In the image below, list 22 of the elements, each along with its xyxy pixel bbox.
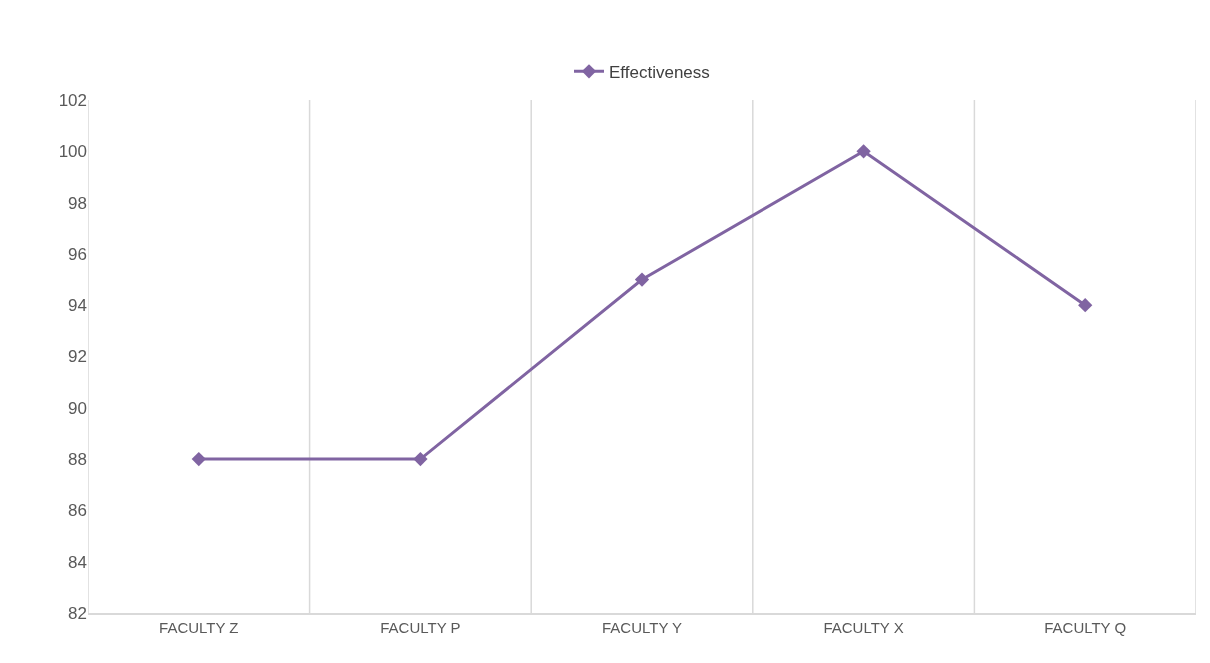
x-tick-label: FACULTY Z xyxy=(159,618,239,636)
point xyxy=(856,144,871,159)
y-tick-label: 94 xyxy=(68,296,87,316)
x-tick-label: FACULTY P xyxy=(380,618,461,636)
y-tick-label: 102 xyxy=(58,90,87,110)
x-tick-label: FACULTY X xyxy=(823,618,904,636)
y-tick-label: 90 xyxy=(68,398,87,418)
point xyxy=(191,451,206,467)
legend-label: Effectiveness xyxy=(609,62,710,82)
x-tick-label: FACULTY Y xyxy=(601,618,683,636)
y-tick-label: 100 xyxy=(58,142,87,162)
y-tick-label: 84 xyxy=(68,552,87,572)
y-tick-label: 88 xyxy=(68,450,87,470)
y-tick-label: 96 xyxy=(68,244,87,264)
x-tick-label: FACULTY Q xyxy=(1044,618,1127,636)
point xyxy=(413,451,428,467)
point xyxy=(634,272,650,287)
y-tick-label: 92 xyxy=(68,347,87,367)
y-tick-label: 98 xyxy=(68,193,87,213)
y-tick-label: 86 xyxy=(68,501,87,521)
point xyxy=(1078,298,1093,313)
y-tick-label: 82 xyxy=(68,603,87,623)
